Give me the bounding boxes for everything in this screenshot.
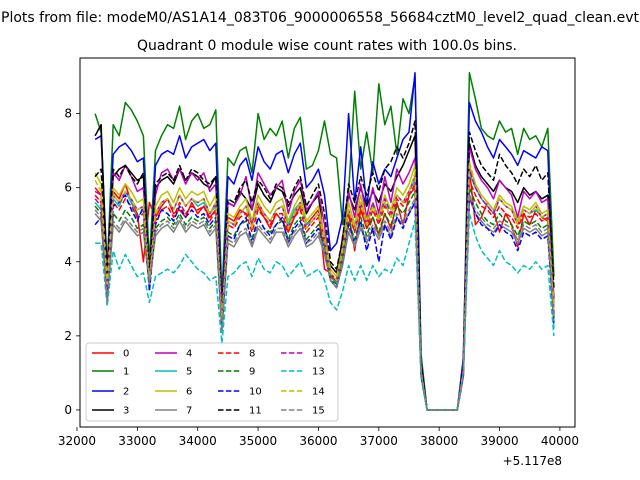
legend-label-2: 2 <box>123 387 129 398</box>
x-tick-label: 36000 <box>299 434 337 448</box>
series-line-9 <box>94 186 555 411</box>
legend-label-6: 6 <box>186 387 192 398</box>
x-tick-label: 35000 <box>239 434 277 448</box>
x-tick-label: 38000 <box>420 434 458 448</box>
legend-label-7: 7 <box>186 406 192 417</box>
legend-label-4: 4 <box>186 349 192 360</box>
series-line-2 <box>94 72 555 411</box>
legend-label-11: 11 <box>249 406 262 417</box>
legend-label-1: 1 <box>123 367 129 378</box>
legend-label-9: 9 <box>249 367 255 378</box>
series-line-15 <box>94 194 555 411</box>
y-tick-label: 0 <box>64 403 72 417</box>
y-tick-label: 2 <box>64 329 72 343</box>
legend-label-14: 14 <box>312 387 325 398</box>
legend-label-0: 0 <box>123 349 129 360</box>
legend-box <box>85 342 339 422</box>
series-layer <box>94 72 555 411</box>
x-tick-label: 39000 <box>480 434 518 448</box>
x-offset-label: +5.117e8 <box>503 454 562 468</box>
series-line-0 <box>94 168 555 411</box>
series-line-1 <box>94 72 555 411</box>
axes-frame <box>79 57 576 428</box>
figure-suptitle: Plots from file: modeM0/AS1A14_083T06_90… <box>1 10 639 26</box>
legend-label-12: 12 <box>312 349 325 360</box>
legend-label-10: 10 <box>249 387 262 398</box>
x-tick-label: 37000 <box>360 434 398 448</box>
series-line-13 <box>95 212 555 411</box>
x-axis: 32000 33000 34000 35000 36000 37000 38000 39000… <box>58 427 579 448</box>
y-tick-label: 4 <box>64 255 72 269</box>
x-tick-label: 33000 <box>118 434 156 448</box>
y-axis: 0 2 4 6 8 <box>64 107 80 417</box>
x-tick-label: 32000 <box>58 434 96 448</box>
x-tick-label: 40000 <box>541 434 579 448</box>
x-tick-label: 34000 <box>179 434 217 448</box>
y-tick-label: 8 <box>64 107 72 121</box>
series-line-14 <box>94 160 555 411</box>
legend-label-8: 8 <box>249 349 255 360</box>
series-line-11 <box>94 120 555 411</box>
legend-label-5: 5 <box>186 367 192 378</box>
series-line-4 <box>94 146 555 411</box>
legend-label-15: 15 <box>312 406 325 417</box>
legend-label-3: 3 <box>123 406 129 417</box>
chart-title: Quadrant 0 module wise count rates with … <box>137 38 517 54</box>
y-tick-label: 6 <box>64 181 72 195</box>
legend-label-13: 13 <box>312 367 325 378</box>
